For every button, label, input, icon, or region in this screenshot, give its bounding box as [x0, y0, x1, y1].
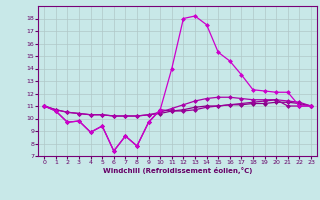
X-axis label: Windchill (Refroidissement éolien,°C): Windchill (Refroidissement éolien,°C) [103, 167, 252, 174]
